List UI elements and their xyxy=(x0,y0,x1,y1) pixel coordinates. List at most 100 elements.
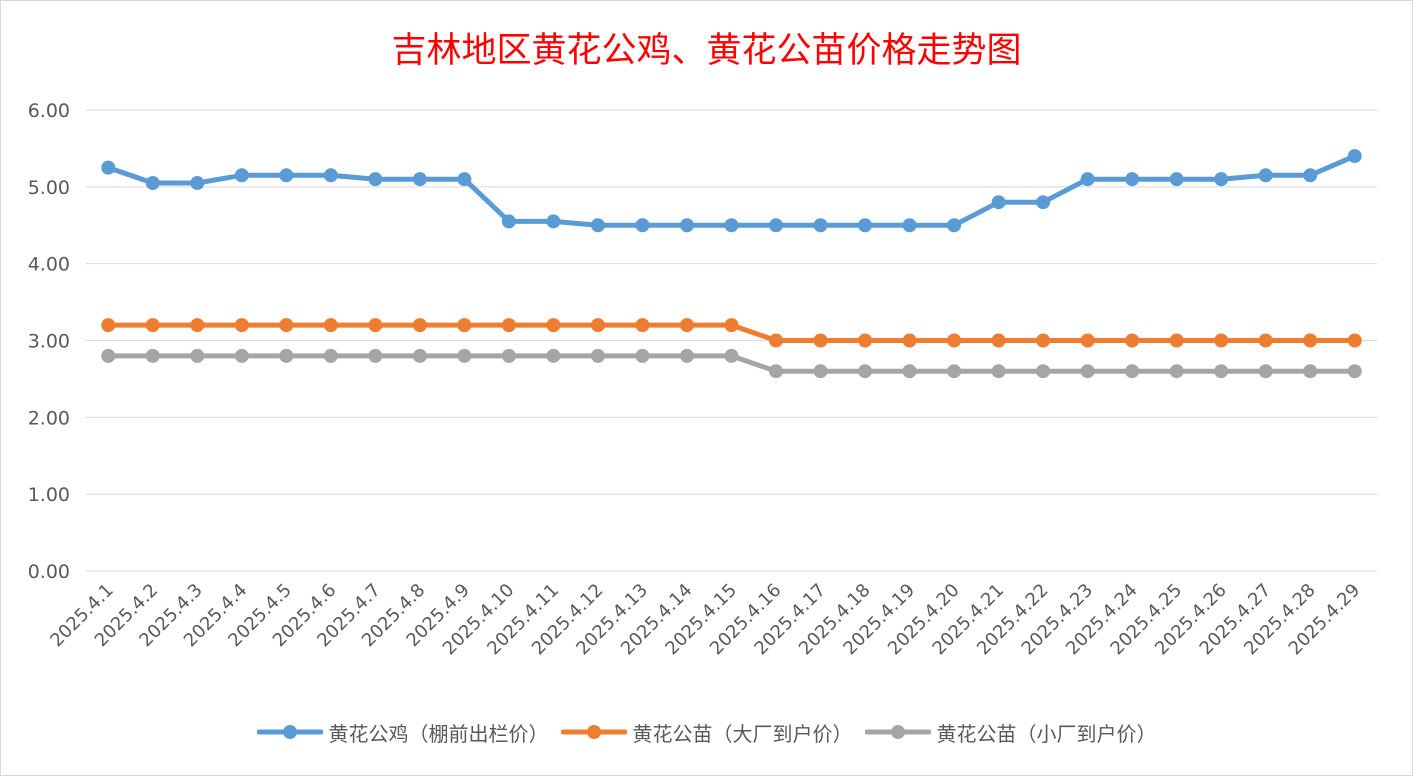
data-point xyxy=(991,333,1006,348)
data-point xyxy=(590,218,605,233)
y-tick-label: 1.00 xyxy=(28,484,70,506)
data-point xyxy=(635,348,650,363)
data-point xyxy=(145,175,160,190)
data-point xyxy=(1347,364,1362,379)
data-point xyxy=(724,218,739,233)
data-point xyxy=(1125,364,1140,379)
data-point xyxy=(234,168,249,183)
data-point xyxy=(1080,364,1095,379)
data-point xyxy=(991,364,1006,379)
data-point xyxy=(190,318,205,333)
data-point xyxy=(902,218,917,233)
y-tick-label: 0.00 xyxy=(28,561,70,583)
data-point xyxy=(501,348,516,363)
series-line xyxy=(105,153,1358,228)
data-point xyxy=(1214,172,1229,187)
data-point xyxy=(1258,168,1273,183)
data-point xyxy=(902,333,917,348)
y-tick-label: 6.00 xyxy=(28,100,70,122)
y-tick-label: 3.00 xyxy=(28,331,70,353)
data-point xyxy=(947,364,962,379)
data-point xyxy=(679,318,694,333)
series-2 xyxy=(101,318,1362,348)
data-point xyxy=(546,348,561,363)
y-axis-ticks: 0.00 1.00 2.00 3.00 4.00 5.00 6.00 xyxy=(28,100,70,583)
legend-item: 黄花公苗（大厂到户价） xyxy=(560,718,853,747)
data-point xyxy=(457,348,472,363)
data-point xyxy=(947,218,962,233)
data-point xyxy=(323,168,338,183)
data-point xyxy=(902,364,917,379)
data-point xyxy=(1169,364,1184,379)
data-point xyxy=(546,318,561,333)
data-point xyxy=(457,172,472,187)
legend-label: 黄花公苗（大厂到户价） xyxy=(632,721,853,746)
data-point xyxy=(234,348,249,363)
data-point xyxy=(769,218,784,233)
data-point xyxy=(590,348,605,363)
data-point xyxy=(1125,333,1140,348)
data-point xyxy=(1080,172,1095,187)
data-point xyxy=(501,318,516,333)
data-point xyxy=(190,175,205,190)
data-point xyxy=(724,318,739,333)
data-point xyxy=(769,333,784,348)
data-point xyxy=(1258,364,1273,379)
data-point xyxy=(1214,364,1229,379)
y-tick-label: 4.00 xyxy=(28,254,70,276)
data-point xyxy=(412,348,427,363)
data-point xyxy=(724,348,739,363)
legend-label: 黄花公鸡（棚前出栏价） xyxy=(328,721,549,746)
data-point xyxy=(145,348,160,363)
data-point xyxy=(234,318,249,333)
legend-item: 黄花公鸡（棚前出栏价） xyxy=(256,718,549,747)
data-point xyxy=(813,218,828,233)
legend-item: 黄花公苗（小厂到户价） xyxy=(864,718,1157,747)
data-point xyxy=(501,214,516,229)
data-point xyxy=(858,364,873,379)
data-point xyxy=(635,318,650,333)
data-point xyxy=(279,168,294,183)
data-point xyxy=(1347,333,1362,348)
chart-legend: 黄花公鸡（棚前出栏价） 黄花公苗（大厂到户价） 黄花公苗（小厂到户价） xyxy=(0,716,1413,748)
series-1 xyxy=(101,149,1362,233)
data-point xyxy=(1080,333,1095,348)
data-point xyxy=(1125,172,1140,187)
data-point xyxy=(1169,333,1184,348)
data-point xyxy=(457,318,472,333)
data-point xyxy=(1169,172,1184,187)
data-point xyxy=(1214,333,1229,348)
data-point xyxy=(1036,364,1051,379)
data-point xyxy=(679,218,694,233)
data-point xyxy=(947,333,962,348)
data-point xyxy=(323,318,338,333)
data-point xyxy=(1303,364,1318,379)
data-point xyxy=(546,214,561,229)
data-point xyxy=(858,218,873,233)
data-point xyxy=(679,348,694,363)
data-point xyxy=(368,348,383,363)
data-point xyxy=(101,318,116,333)
data-point xyxy=(1303,333,1318,348)
data-point xyxy=(101,160,116,175)
data-point xyxy=(1303,168,1318,183)
y-tick-label: 2.00 xyxy=(28,407,70,429)
data-point xyxy=(1036,333,1051,348)
data-point xyxy=(991,195,1006,210)
legend-swatch xyxy=(256,725,323,739)
data-point xyxy=(1036,195,1051,210)
x-axis-ticks: 2025.4.12025.4.22025.4.32025.4.42025.4.5… xyxy=(46,580,1364,660)
series-lines xyxy=(101,149,1362,379)
data-point xyxy=(590,318,605,333)
data-point xyxy=(858,333,873,348)
data-point xyxy=(635,218,650,233)
data-point xyxy=(813,364,828,379)
data-point xyxy=(323,348,338,363)
data-point xyxy=(813,333,828,348)
legend-swatch xyxy=(864,725,931,739)
data-point xyxy=(145,318,160,333)
data-point xyxy=(368,172,383,187)
legend-label: 黄花公苗（小厂到户价） xyxy=(936,721,1157,746)
